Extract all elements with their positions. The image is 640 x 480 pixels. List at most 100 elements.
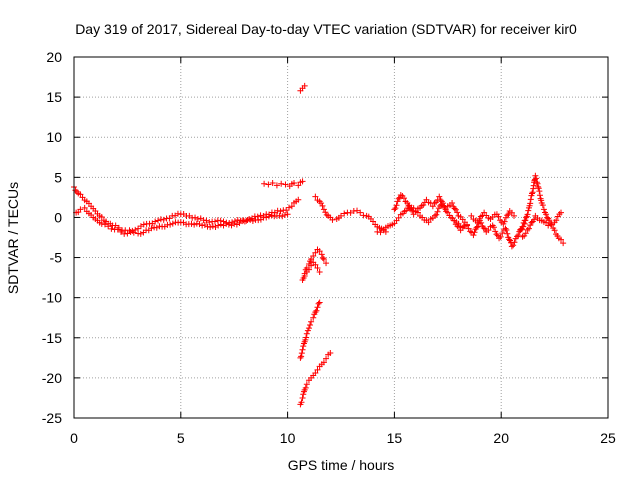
data-point-fill [495,213,502,220]
data-point [303,330,310,337]
series-final-peak [517,172,567,247]
data-point-fill [307,321,314,328]
data-point [81,204,88,211]
data-point-fill [206,219,213,226]
series-bumps-upper [391,191,468,226]
data-point-fill [504,230,511,237]
series-plateau [261,178,306,190]
data-point-fill [303,334,310,341]
data-point-fill [137,230,144,237]
data-point-fill [354,207,361,214]
data-point-fill [497,233,504,240]
data-point-fill [440,200,447,207]
data-point-fill [506,236,513,243]
data-point [314,366,321,373]
data-point [474,219,481,226]
data-point-fill [504,212,511,219]
data-point-fill [454,209,461,216]
data-point-fill [546,217,553,224]
data-point-fill [533,175,540,182]
data-point [338,212,344,219]
data-point [312,193,319,200]
data-point-fill [319,254,326,261]
data-point-fill [522,230,529,237]
data-point [299,346,306,353]
data-point [310,252,317,259]
data-point-fill [525,207,532,214]
data-point-fill [112,222,119,229]
data-point [316,248,323,255]
y-tick-label: 10 [46,129,62,145]
data-point [551,227,558,234]
data-point-fill [200,217,207,224]
data-point [261,180,268,187]
data-point [316,268,323,275]
data-point-fill [377,229,384,236]
data-point [521,220,528,227]
data-point-fill [538,197,545,204]
data-point [303,381,310,388]
data-point-fill [481,225,488,232]
data-point [284,211,291,218]
data-point-fill [180,219,187,226]
data-point-fill [322,209,329,216]
data-point [442,206,449,213]
data-point [323,355,330,362]
data-point-fill [452,206,459,213]
data-point [288,203,295,210]
marks-layer [71,82,567,408]
data-point-fill [393,202,400,209]
data-point [429,203,436,210]
series-recovery [312,193,389,235]
data-point [301,82,308,89]
data-point-fill [319,202,326,209]
data-point [269,179,276,186]
data-point [231,220,238,227]
data-point [188,220,195,227]
y-tick-label: 20 [46,49,62,65]
data-point-fill [212,224,219,231]
data-point [312,249,319,256]
data-point [295,182,302,189]
data-point-fill [531,216,538,223]
data-point-fill [553,217,560,224]
data-point-fill [191,221,198,228]
data-point-fill [318,200,325,207]
data-point-fill [540,206,547,213]
data-point-fill [395,195,402,202]
data-point [220,222,227,229]
data-point-fill [101,221,108,228]
data-point-fill [539,202,546,209]
data-point [105,223,112,230]
series-late-upper [468,208,518,227]
data-point-fill [196,221,203,228]
data-point-fill [437,197,444,204]
y-tick-label: -20 [42,370,62,386]
data-point-fill [503,227,510,234]
data-point-fill [394,198,401,205]
data-point-fill [286,204,293,211]
data-point [314,304,321,311]
data-point-fill [341,210,348,217]
data-point [211,218,218,225]
data-point [511,212,518,219]
data-point [278,180,285,187]
series-early-decay [71,183,129,234]
data-point-fill [108,225,115,232]
data-point-fill [392,205,399,212]
series-dip-shallow-2 [301,259,323,280]
y-tick-label: 5 [54,169,62,185]
data-point [508,243,515,250]
data-point-fill [247,216,254,223]
data-point-fill [478,219,485,226]
data-point [265,181,272,188]
data-point-fill [548,220,555,227]
data-point [545,222,552,229]
data-point-fill [527,196,534,203]
data-point-fill [499,230,506,237]
data-point [449,200,456,207]
data-point-fill [511,239,518,246]
data-point [199,222,206,229]
data-point [525,225,532,232]
